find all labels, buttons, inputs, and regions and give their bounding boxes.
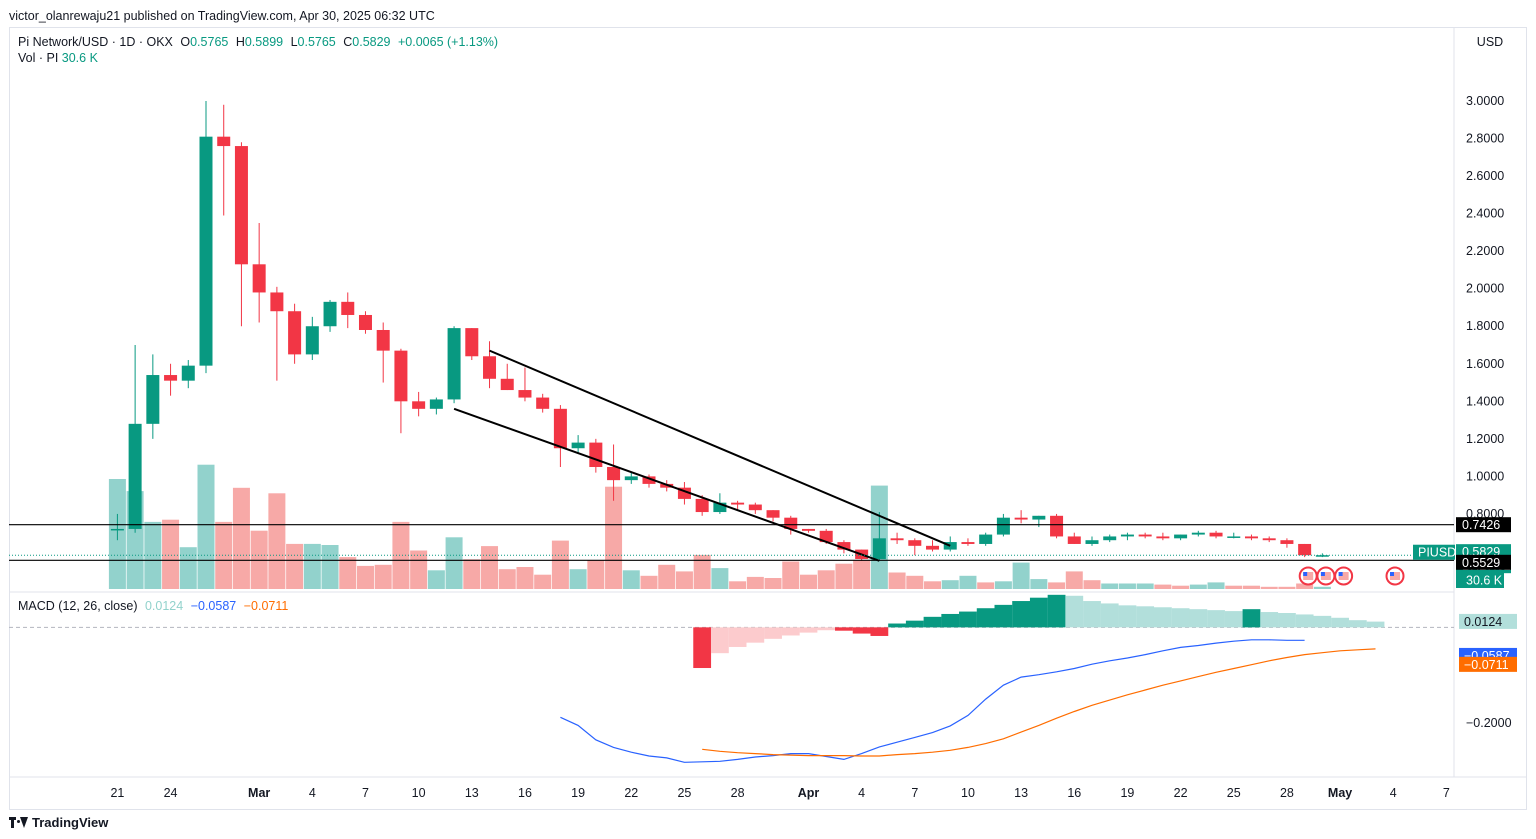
macd-signal-value: −0.0711 (243, 599, 289, 613)
tradingview-brand: TradingView (32, 815, 109, 830)
currency-selector[interactable]: USD (1476, 35, 1504, 49)
low-value: 0.5765 (297, 35, 336, 49)
macd-line-value: −0.0587 (190, 599, 237, 613)
symbol-title[interactable]: Pi Network/USD · 1D · OKX (18, 35, 173, 49)
close-value: 0.5829 (352, 35, 391, 49)
high-label: H (235, 35, 245, 49)
published-caption: victor_olanrewaju21 published on Trading… (9, 9, 435, 23)
macd-legend: MACD (12, 26, close) 0.0124 −0.0587 −0.0… (18, 599, 292, 613)
open-value: 0.5765 (190, 35, 229, 49)
low-label: L (290, 35, 298, 49)
open-label: O (180, 35, 191, 49)
volume-label[interactable]: Vol · PI (18, 51, 59, 65)
volume-legend: Vol · PI 30.6 K (18, 51, 98, 65)
macd-title[interactable]: MACD (12, 26, close) (18, 599, 138, 613)
symbol-legend: Pi Network/USD · 1D · OKX O0.5765 H0.589… (18, 35, 502, 49)
tradingview-footer[interactable]: TradingView (9, 815, 108, 830)
chart-frame (9, 27, 1527, 810)
volume-value: 30.6 K (61, 51, 98, 65)
high-value: 0.5899 (244, 35, 284, 49)
close-label: C (343, 35, 353, 49)
macd-hist-value: 0.0124 (144, 599, 184, 613)
change-value: +0.0065 (+1.13%) (398, 35, 499, 49)
tradingview-logo-icon (9, 817, 28, 828)
